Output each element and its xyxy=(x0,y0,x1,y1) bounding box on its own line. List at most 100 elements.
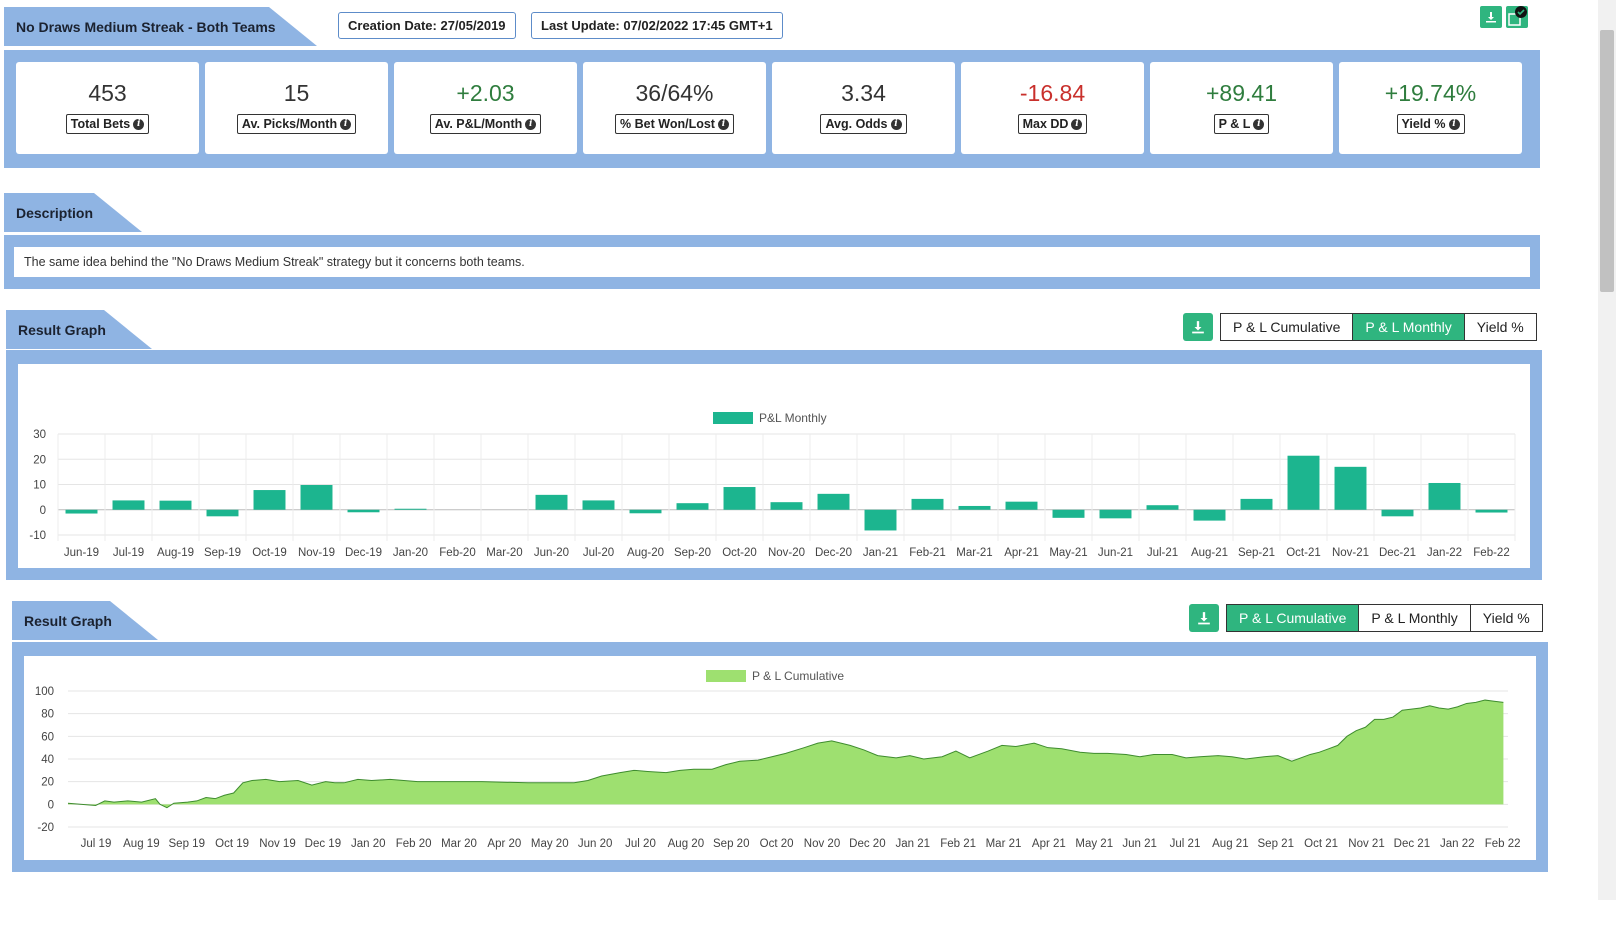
graph1-panel: P&L Monthly 30 20 10 0 -10 Jun-19 Jul-19 Aug-19 S… xyxy=(6,350,1542,580)
x-tick-label: Sep 20 xyxy=(713,838,749,850)
stat-card: +19.74% Yield % i xyxy=(1339,62,1522,154)
bar xyxy=(394,508,427,510)
y-tick-label: 100 xyxy=(35,686,54,698)
x-tick-label: Aug-19 xyxy=(157,547,194,559)
stat-card: 15 Av. Picks/Month i xyxy=(205,62,388,154)
stat-label[interactable]: Av. P&L/Month i xyxy=(429,114,542,134)
x-tick-label: Oct-21 xyxy=(1286,547,1321,559)
x-tick-label: Dec 21 xyxy=(1394,838,1430,850)
x-tick-label: Jan-20 xyxy=(393,547,428,559)
bar xyxy=(770,502,803,510)
x-tick-label: Oct-19 xyxy=(252,547,287,559)
strategy-title-tab: No Draws Medium Streak - Both Teams xyxy=(4,7,317,46)
info-icon[interactable]: i xyxy=(133,118,145,130)
x-tick-label: Sep 19 xyxy=(169,838,205,850)
info-icon[interactable]: i xyxy=(1448,118,1460,130)
stats-panel: 453 Total Bets i 15 Av. Picks/Month i +2.03 Av.… xyxy=(4,50,1540,168)
stat-value: 36/64% xyxy=(635,80,714,106)
info-icon[interactable]: i xyxy=(1253,118,1265,130)
bar xyxy=(817,493,850,510)
stat-label[interactable]: Av. Picks/Month i xyxy=(236,114,357,134)
x-tick-label: Jun-21 xyxy=(1098,547,1133,559)
x-tick-label: Oct 20 xyxy=(760,838,794,850)
stat-value: +89.41 xyxy=(1206,80,1277,106)
header-download-button[interactable] xyxy=(1480,6,1502,28)
graph2-monthly-button[interactable]: P & L Monthly xyxy=(1358,605,1469,631)
info-icon[interactable]: i xyxy=(1071,118,1083,130)
legend-swatch xyxy=(713,412,753,424)
x-tick-label: Jul-19 xyxy=(113,547,144,559)
bar xyxy=(911,498,944,510)
info-icon[interactable]: i xyxy=(340,118,352,130)
stat-value: +2.03 xyxy=(456,80,515,106)
info-icon[interactable]: i xyxy=(525,118,537,130)
bar xyxy=(206,509,239,517)
bar xyxy=(582,500,615,510)
x-tick-label: Apr 20 xyxy=(487,838,521,850)
x-tick-label: Feb-20 xyxy=(439,547,475,559)
graph1-mode-switch: P & L Cumulative P & L Monthly Yield % xyxy=(1220,313,1537,341)
x-tick-label: Aug-21 xyxy=(1191,547,1228,559)
bar xyxy=(629,509,662,514)
stat-value: +19.74% xyxy=(1384,80,1477,106)
x-tick-label: Feb 21 xyxy=(940,838,976,850)
graph1-download-button[interactable] xyxy=(1183,313,1213,341)
x-tick-label: Jun-19 xyxy=(64,547,99,559)
stat-label[interactable]: Max DD i xyxy=(1017,114,1088,134)
stat-label-text: Av. Picks/Month xyxy=(241,117,338,131)
stat-value: -16.84 xyxy=(1019,80,1086,106)
x-tick-label: Mar 21 xyxy=(986,838,1022,850)
stat-card: 453 Total Bets i xyxy=(16,62,199,154)
bar xyxy=(1240,498,1273,510)
result-graph-title: Result Graph xyxy=(24,612,112,629)
x-tick-label: Jan-21 xyxy=(863,547,898,559)
stat-card: -16.84 Max DD i xyxy=(961,62,1144,154)
stat-label[interactable]: Yield % i xyxy=(1396,114,1465,134)
download-icon xyxy=(1486,12,1496,23)
stat-label[interactable]: Total Bets i xyxy=(65,114,150,134)
graph2-download-button[interactable] xyxy=(1189,604,1219,632)
bar xyxy=(1334,466,1367,510)
graph2-yield-button[interactable]: Yield % xyxy=(1469,605,1542,631)
y-tick-label: 0 xyxy=(40,505,46,517)
bar xyxy=(65,509,98,514)
x-tick-label: Jul 20 xyxy=(625,838,656,850)
x-tick-label: Dec 20 xyxy=(849,838,885,850)
info-icon[interactable]: i xyxy=(890,118,902,130)
x-tick-label: Mar-21 xyxy=(956,547,992,559)
stat-label[interactable]: % Bet Won/Lost i xyxy=(615,114,734,134)
x-tick-label: Feb-21 xyxy=(909,547,945,559)
monthly-bar-chart: P&L Monthly 30 20 10 0 -10 Jun-19 Jul-19 Aug-19 S… xyxy=(29,411,1516,559)
stat-label-text: Av. P&L/Month xyxy=(434,117,523,131)
x-tick-label: Oct 19 xyxy=(215,838,249,850)
bar xyxy=(535,494,568,510)
info-icon[interactable]: i xyxy=(717,118,729,130)
graph1-monthly-button[interactable]: P & L Monthly xyxy=(1352,314,1464,340)
graph2-cumulative-button[interactable]: P & L Cumulative xyxy=(1227,605,1359,631)
stat-label[interactable]: Avg. Odds i xyxy=(820,114,907,134)
header-verified-button[interactable] xyxy=(1506,6,1528,28)
strategy-title: No Draws Medium Streak - Both Teams xyxy=(16,18,276,35)
stat-value: 15 xyxy=(283,80,310,106)
y-tick-label: 40 xyxy=(41,754,54,766)
y-tick-label: 0 xyxy=(48,799,54,811)
page-scrollbar-thumb[interactable] xyxy=(1600,30,1614,292)
y-tick-label: 60 xyxy=(41,731,54,743)
x-tick-label: Nov-21 xyxy=(1332,547,1369,559)
graph1-yield-button[interactable]: Yield % xyxy=(1463,314,1536,340)
x-tick-label: Aug 21 xyxy=(1212,838,1248,850)
x-tick-label: Aug 19 xyxy=(123,838,159,850)
bar xyxy=(253,490,286,510)
x-tick-label: Jan 20 xyxy=(351,838,386,850)
x-tick-label: Mar 20 xyxy=(441,838,477,850)
x-tick-label: May-21 xyxy=(1049,547,1087,559)
graph2-panel: P & L Cumulative 100 80 60 40 20 0 -20 Jul 19 Aug… xyxy=(12,642,1548,872)
x-tick-label: Oct 21 xyxy=(1304,838,1338,850)
x-tick-label: Aug 20 xyxy=(668,838,704,850)
graph1-cumulative-button[interactable]: P & L Cumulative xyxy=(1233,319,1341,335)
monthly-chart: P&L Monthly 30 20 10 0 -10 Jun-19 Jul-19 Aug-19 S… xyxy=(18,364,1530,568)
x-tick-label: Apr-21 xyxy=(1004,547,1039,559)
x-tick-label: Jul 21 xyxy=(1170,838,1201,850)
